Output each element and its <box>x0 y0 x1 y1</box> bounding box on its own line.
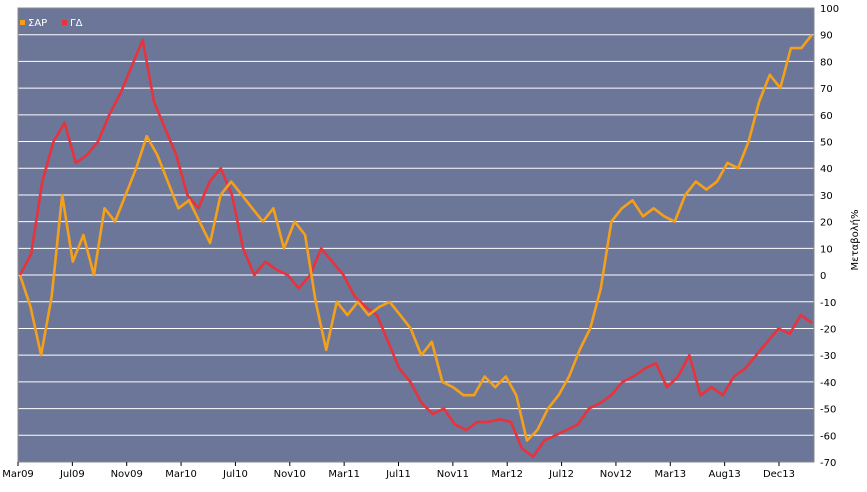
y-tick-label: -40 <box>820 378 836 389</box>
x-tick-label: Jul09 <box>59 469 85 480</box>
x-tick-label: Nov11 <box>437 469 469 480</box>
x-tick-label: Mar09 <box>2 469 34 480</box>
y-tick-label: 90 <box>820 31 833 42</box>
y-axis-label: Μεταβολή% <box>849 210 861 271</box>
series-line-1 <box>18 33 814 442</box>
legend-swatch <box>62 20 67 25</box>
y-tick-label: 60 <box>820 111 833 122</box>
gridlines <box>17 7 815 463</box>
x-tick-label: Mar11 <box>328 469 360 480</box>
legend-label: ΓΔ <box>70 18 83 29</box>
y-tick-label: -70 <box>820 458 836 469</box>
y-tick-label: -20 <box>820 324 836 335</box>
x-tick-label: Mar10 <box>165 469 197 480</box>
series-line-2 <box>18 38 813 459</box>
x-tick-label: Jul10 <box>222 469 248 480</box>
x-tick-label: Nov12 <box>600 469 632 480</box>
y-tick-label: 20 <box>820 218 833 229</box>
y-tick-label: -10 <box>820 298 836 309</box>
y-tick-label: 70 <box>820 84 833 95</box>
y-tick-label: 100 <box>820 4 839 15</box>
x-tick-label: Jul11 <box>385 469 411 480</box>
legend-swatch <box>20 20 25 25</box>
y-tick-label: 0 <box>820 271 826 282</box>
x-tick-label: Dec13 <box>763 469 795 480</box>
y-tick-label: 50 <box>820 138 833 149</box>
y-tick-label: -50 <box>820 405 836 416</box>
y-tick-label: 40 <box>820 164 833 175</box>
x-axis-ticks: Mar09 Jul09 Nov09 Mar10 Jul10 Nov10 Mar11 Jul11… <box>2 462 795 480</box>
x-tick-label: Mar13 <box>654 469 686 480</box>
y-tick-label: 80 <box>820 57 833 68</box>
y-tick-label: 10 <box>820 244 833 255</box>
plot-border <box>17 7 815 463</box>
x-tick-label: Aug13 <box>709 469 741 480</box>
y-axis-ticks: 1009080706050403020100-10-20-30-40-50-60… <box>820 4 839 469</box>
x-tick-label: Nov10 <box>274 469 306 480</box>
series-lines <box>18 33 814 459</box>
x-tick-label: Jul12 <box>548 469 574 480</box>
x-tick-label: Nov09 <box>111 469 143 480</box>
y-tick-label: 30 <box>820 191 833 202</box>
legend-label: ΣΑΡ <box>28 18 47 29</box>
legend: ΣΑΡ ΓΔ <box>20 18 83 29</box>
y-tick-label: -60 <box>820 431 836 442</box>
y-tick-label: -30 <box>820 351 836 362</box>
x-tick-label: Mar12 <box>491 469 523 480</box>
